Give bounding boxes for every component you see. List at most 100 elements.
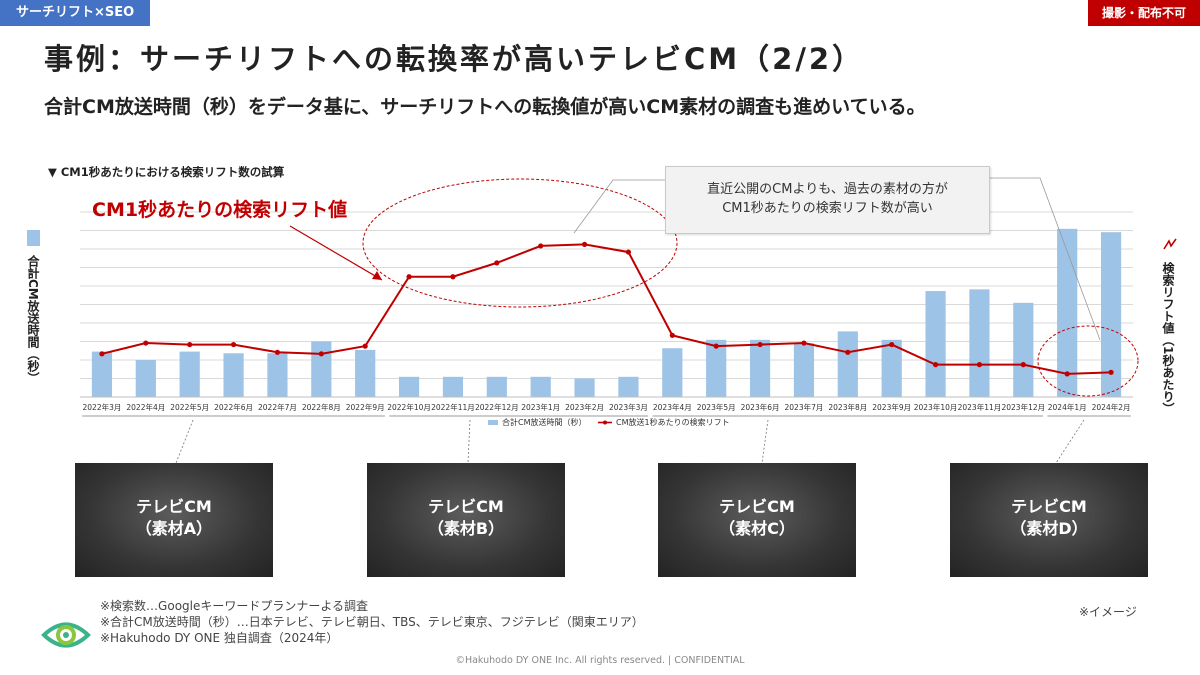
page-subtitle: 合計CM放送時間（秒）をデータ基に、サーチリフトへの転換値が高いCM素材の調査も… <box>44 96 926 118</box>
x-tick-label: 2023年3月 <box>609 402 648 412</box>
left-axis-label: 合計CM放送時間（秒） <box>26 255 40 384</box>
line-point-2024年2月 <box>1108 369 1114 375</box>
x-tick-label: 2023年12月 <box>1001 402 1045 412</box>
line-point-2023年5月 <box>713 343 719 349</box>
company-logo <box>41 622 91 648</box>
thumbnail-sublabel: （素材B） <box>427 519 505 538</box>
line-series <box>99 241 1114 377</box>
x-tick-label: 2022年3月 <box>83 402 122 412</box>
line-point-2024年1月 <box>1064 371 1070 377</box>
bar-2022年7月 <box>267 353 288 397</box>
chart-title: ▼ CM1秒あたりにおける検索リフト数の試算 <box>48 165 285 179</box>
x-tick-label: 2023年5月 <box>697 402 736 412</box>
legend-line-marker <box>603 420 607 425</box>
x-tick-label: 2022年5月 <box>170 402 209 412</box>
x-tick-label: 2024年2月 <box>1092 402 1131 412</box>
line-point-2022年3月 <box>99 351 105 357</box>
chart-legend: 合計CM放送時間（秒） CM放送1秒あたりの検索リフト <box>488 417 730 427</box>
line-point-2023年2月 <box>581 241 588 247</box>
bar-2024年2月 <box>1100 232 1122 397</box>
line-point-2022年4月 <box>143 340 149 346</box>
connector-left <box>573 179 667 234</box>
line-point-2022年6月 <box>230 341 237 348</box>
bar-2023年1月 <box>530 376 551 397</box>
bar-2023年11月 <box>969 289 990 397</box>
x-tick-label: 2023年1月 <box>521 402 560 412</box>
insight-line-2: CM1秒あたりの検索リフト数が高い <box>722 201 933 216</box>
bar-2022年12月 <box>486 376 507 397</box>
x-tick-label: 2023年2月 <box>565 402 604 412</box>
line-point-2022年9月 <box>362 343 368 349</box>
bar-2023年8月 <box>837 331 858 397</box>
x-tick-label: 2023年6月 <box>741 402 780 412</box>
connector-right <box>990 177 1101 341</box>
line-point-2023年9月 <box>889 341 895 348</box>
x-tick-label: 2022年8月 <box>302 402 341 412</box>
x-tick-label: 2022年12月 <box>475 402 519 412</box>
x-tick-label: 2022年6月 <box>214 402 253 412</box>
footnote: ※合計CM放送時間（秒）…日本テレビ、テレビ朝日、TBS、テレビ東京、フジテレビ… <box>100 615 644 629</box>
line-point-2022年11月 <box>450 274 456 280</box>
bar-2024年1月 <box>1057 228 1078 397</box>
search-lift-callout: CM1秒あたりの検索リフト値 <box>92 199 348 221</box>
left-axis-bar-swatch <box>27 230 40 246</box>
thumbnail-label: テレビCM <box>428 497 504 516</box>
line-point-2022年5月 <box>187 341 193 348</box>
bar-2023年10月 <box>925 291 946 397</box>
thumbnail-connector <box>1055 419 1085 464</box>
bar-2022年10月 <box>398 376 420 397</box>
thumbnail-connector <box>175 419 194 464</box>
x-tick-label: 2023年9月 <box>872 402 911 412</box>
page-title: 事例：サーチリフトへの転換率が高いテレビCM（2/2） <box>44 42 865 76</box>
line-point-2022年12月 <box>494 260 500 266</box>
x-axis: 2022年3月 2022年4月 2022年5月 2022年6月 2022年7月 2022年… <box>80 396 1133 417</box>
copyright-footer: ©Hakuhodo DY ONE Inc. All rights reserve… <box>455 655 745 666</box>
x-tick-label: 2023年7月 <box>785 402 824 412</box>
line-point-2023年10月 <box>932 362 939 368</box>
search-lift-line <box>101 243 1112 375</box>
x-tick-label: 2023年11月 <box>958 402 1002 412</box>
line-point-2023年11月 <box>976 362 983 368</box>
right-axis-line-swatch <box>1163 238 1177 250</box>
thumbnail-sublabel: （素材D） <box>1010 519 1088 538</box>
line-point-2023年3月 <box>625 249 632 255</box>
x-tick-label: 2023年10月 <box>914 402 958 412</box>
bar-2023年3月 <box>618 376 639 397</box>
thumbnail-sublabel: （素材A） <box>135 519 213 538</box>
insight-line-1: 直近公開のCMよりも、過去の素材の方が <box>707 182 948 197</box>
bar-2022年9月 <box>355 349 376 397</box>
bar-2022年4月 <box>135 360 156 397</box>
cm-thumbnail-a: テレビCM （素材A） <box>75 463 273 577</box>
cm-thumbnail-c: テレビCM （素材C） <box>658 463 856 577</box>
bar-2022年8月 <box>311 341 332 397</box>
x-tick-label: 2024年1月 <box>1048 402 1087 412</box>
thumbnail-connector <box>761 419 769 464</box>
highlight-ellipse-peak <box>362 178 678 308</box>
thumbnail-label: テレビCM <box>719 497 795 516</box>
footnote: ※Hakuhodo DY ONE 独自調査（2024年） <box>100 631 339 645</box>
bar-2022年11月 <box>442 376 464 397</box>
line-point-2023年7月 <box>801 340 807 346</box>
x-tick-label: 2022年7月 <box>258 402 297 412</box>
bar-2023年6月 <box>749 339 771 397</box>
thumbnail-sublabel: （素材C） <box>719 519 795 538</box>
callout-arrowhead <box>372 271 382 280</box>
x-tick-label: 2022年9月 <box>346 402 385 412</box>
thumbnail-connector <box>467 419 471 464</box>
bar-2023年4月 <box>662 348 683 397</box>
x-tick-label: 2022年4月 <box>126 402 165 412</box>
bar-2023年5月 <box>706 339 727 397</box>
cm-thumbnail-b: テレビCM （素材B） <box>367 463 565 577</box>
bar-2022年5月 <box>179 351 200 397</box>
section-tag: サーチリフト×SEO <box>0 0 151 26</box>
image-disclaimer: ※イメージ <box>1079 605 1137 619</box>
footnote: ※検索数…Googleキーワードプランナーよる調査 <box>100 599 369 613</box>
bar-2023年9月 <box>881 339 902 397</box>
line-point-2022年10月 <box>406 274 412 280</box>
legend-bar-label: 合計CM放送時間（秒） <box>502 417 587 427</box>
bar-series <box>91 228 1122 397</box>
x-tick-label: 2023年4月 <box>653 402 692 412</box>
x-tick-label: 2023年8月 <box>828 402 867 412</box>
callout-arrow <box>289 225 383 281</box>
line-point-2022年7月 <box>274 349 281 355</box>
